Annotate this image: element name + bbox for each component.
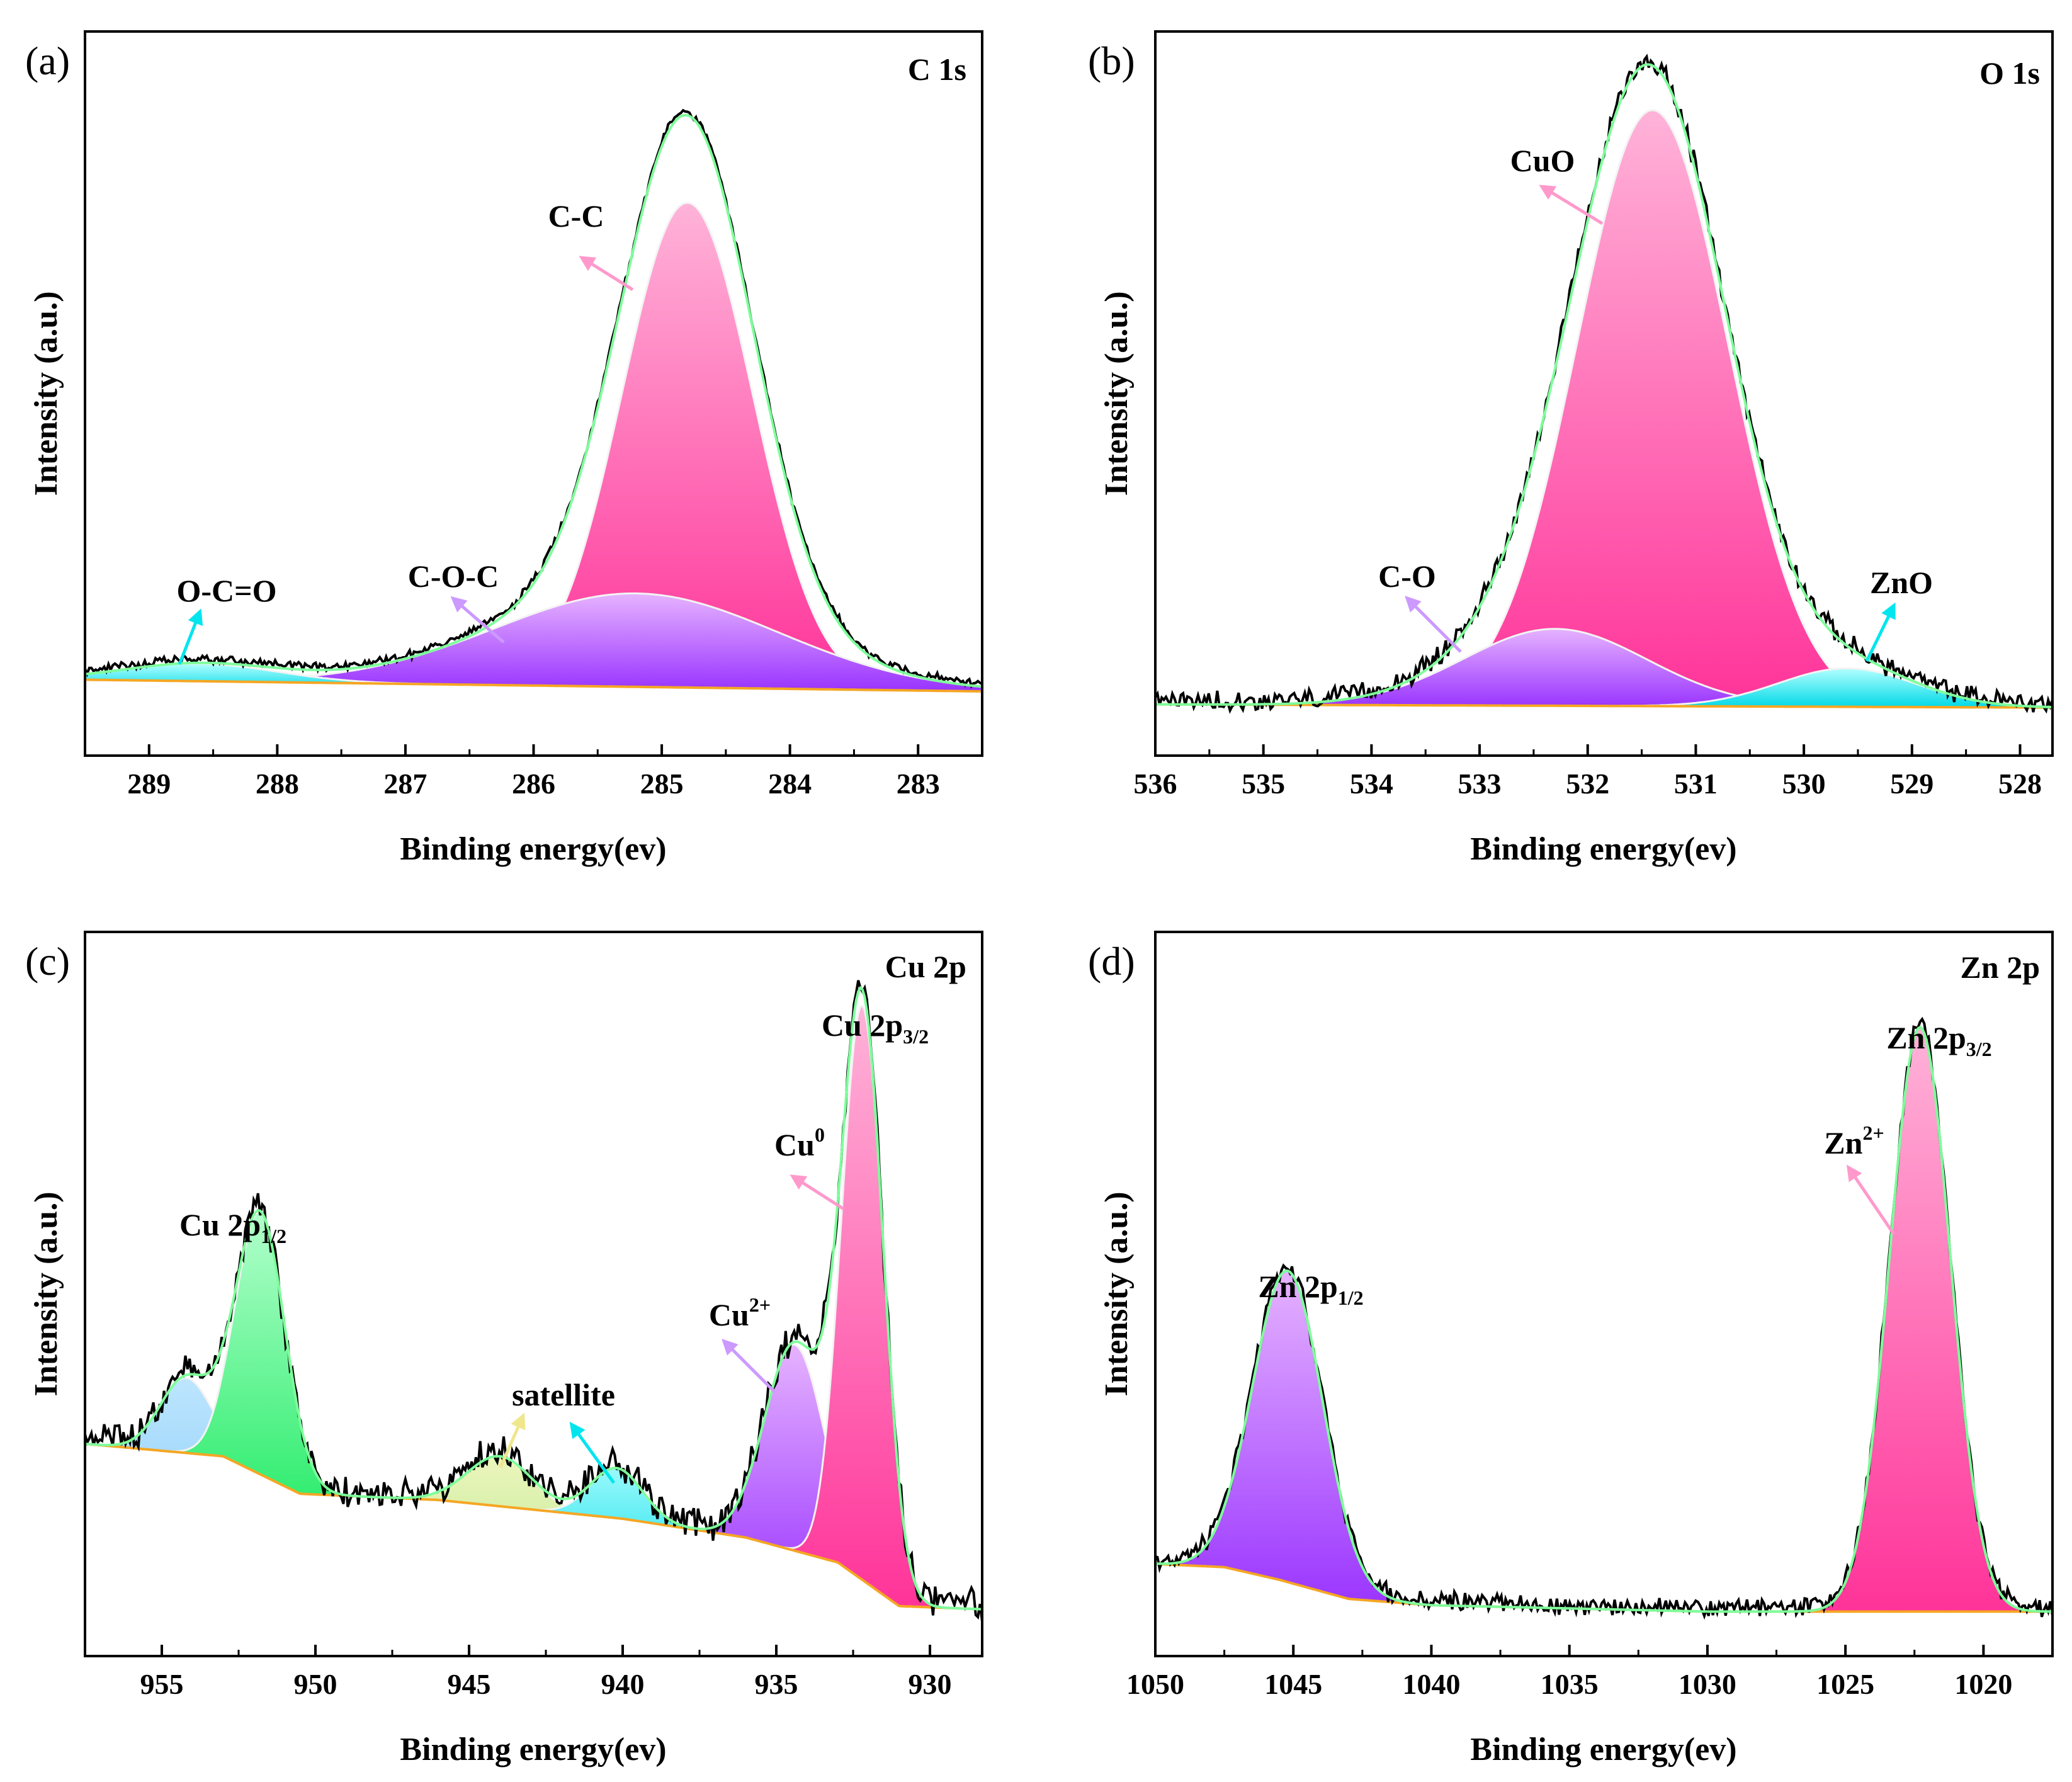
fit-envelope bbox=[85, 113, 982, 688]
x-tick-label: 935 bbox=[755, 1668, 798, 1700]
x-ticks-a: 289 288 287 286 285 284 283 bbox=[127, 744, 983, 800]
annotation-cu2p32: Cu 2p3/2 bbox=[822, 1007, 929, 1048]
panel-d: 1050 1045 1040 1035 1030 1025 1020 (d) Zn 2p B… bbox=[1088, 931, 2054, 1768]
arrow-cc bbox=[579, 256, 634, 292]
panel-label-d: (d) bbox=[1088, 939, 1135, 984]
x-axis-label-b: Binding energy(ev) bbox=[1470, 831, 1736, 867]
annotation-zno: ZnO bbox=[1870, 565, 1933, 600]
x-axis-label-c: Binding energy(ev) bbox=[400, 1732, 666, 1768]
arrow-zno bbox=[1865, 602, 1896, 662]
x-tick-label: 530 bbox=[1782, 768, 1826, 800]
peak-cuo bbox=[1155, 109, 2052, 709]
x-tick-label: 285 bbox=[640, 768, 684, 800]
axes-frame-d bbox=[1154, 931, 2054, 1657]
annotation-oco: O-C=O bbox=[176, 573, 276, 608]
panel-label-c: (c) bbox=[25, 939, 70, 984]
x-tick-label: 529 bbox=[1890, 768, 1933, 800]
annotation-zn2p32: Zn 2p3/2 bbox=[1886, 1020, 1991, 1060]
annotation-cc: C-C bbox=[548, 198, 604, 234]
annotation-zn2: Zn2+ bbox=[1824, 1121, 1884, 1161]
baseline-curve bbox=[85, 1442, 982, 1611]
arrow-co bbox=[1405, 596, 1462, 653]
y-axis-label-b: Intensity (a.u.) bbox=[1099, 291, 1135, 496]
plot-area-d bbox=[1155, 1016, 2052, 1620]
arrow-coc bbox=[450, 596, 505, 644]
x-tick-label: 531 bbox=[1674, 768, 1718, 800]
x-tick-label: 940 bbox=[601, 1668, 645, 1700]
y-axis-label-c: Intensity (a.u.) bbox=[28, 1191, 64, 1396]
core-level-label-d: Zn 2p bbox=[1961, 950, 2040, 985]
panel-b: 536 535 534 533 532 531 530 529 528 (b) O 1s Bin… bbox=[1088, 30, 2054, 867]
x-tick-label: 283 bbox=[897, 768, 940, 800]
x-tick-label: 1040 bbox=[1402, 1668, 1460, 1700]
axes-frame-b bbox=[1154, 30, 2054, 757]
peak-cu0 bbox=[85, 1004, 982, 1611]
fit-envelope bbox=[85, 985, 982, 1611]
arrow-cuo bbox=[1539, 184, 1604, 225]
baseline-curve bbox=[1155, 703, 2052, 709]
annotation-co: C-O bbox=[1378, 559, 1436, 594]
x-tick-label: 950 bbox=[294, 1668, 337, 1700]
x-tick-label: 930 bbox=[909, 1668, 952, 1700]
x-tick-label: 945 bbox=[448, 1668, 491, 1700]
panel-label-a: (a) bbox=[25, 38, 70, 83]
x-ticks-c: 955 950 945 940 935 930 bbox=[140, 1645, 952, 1700]
x-axis-label-a: Binding energy(ev) bbox=[400, 831, 666, 867]
x-ticks-b: 536 535 534 533 532 531 530 529 528 bbox=[1134, 744, 2042, 800]
x-tick-label: 287 bbox=[383, 768, 427, 800]
arrow-cu0 bbox=[790, 1174, 845, 1211]
panel-label-b: (b) bbox=[1088, 38, 1135, 83]
annotation-coc: C-O-C bbox=[408, 559, 499, 594]
annotation-satellite: satellite bbox=[512, 1377, 615, 1412]
fit-envelope bbox=[1155, 63, 2052, 708]
x-tick-label: 1030 bbox=[1679, 1668, 1736, 1700]
x-tick-label: 288 bbox=[256, 768, 299, 800]
baseline-curve bbox=[85, 678, 982, 693]
core-level-label-b: O 1s bbox=[1979, 55, 2040, 91]
x-tick-label: 284 bbox=[768, 768, 812, 800]
axes-frame-c bbox=[84, 931, 983, 1657]
x-tick-label: 536 bbox=[1134, 768, 1177, 800]
x-tick-label: 955 bbox=[140, 1668, 184, 1700]
plot-area-a bbox=[85, 108, 982, 693]
x-tick-label: 533 bbox=[1458, 768, 1502, 800]
y-axis-label-d: Intensity (a.u.) bbox=[1099, 1191, 1135, 1396]
x-tick-label: 1045 bbox=[1264, 1668, 1322, 1700]
plot-area-c bbox=[85, 980, 982, 1622]
x-tick-label: 1025 bbox=[1816, 1668, 1874, 1700]
annotation-zn2p12: Zn 2p1/2 bbox=[1258, 1269, 1363, 1309]
x-tick-label: 1020 bbox=[1954, 1668, 2012, 1700]
panel-c: 955 950 945 940 935 930 (c) Cu 2p Binding ene… bbox=[25, 931, 983, 1768]
annotation-cu2p12: Cu 2p1/2 bbox=[179, 1207, 286, 1247]
x-axis-label-d: Binding energy(ev) bbox=[1470, 1732, 1736, 1768]
x-tick-label: 1050 bbox=[1126, 1668, 1184, 1700]
y-axis-label-a: Intensity (a.u.) bbox=[28, 291, 64, 496]
x-tick-label: 528 bbox=[1998, 768, 2042, 800]
annotation-cuo: CuO bbox=[1510, 143, 1575, 178]
x-tick-label: 532 bbox=[1566, 768, 1609, 800]
x-tick-label: 289 bbox=[127, 768, 171, 800]
core-level-label-c: Cu 2p bbox=[885, 949, 966, 984]
arrow-satellite-1 bbox=[499, 1412, 526, 1468]
x-tick-label: 535 bbox=[1242, 768, 1285, 800]
fit-envelope bbox=[1155, 1025, 2052, 1613]
plot-area-b bbox=[1155, 54, 2052, 714]
panel-a: 289 288 287 286 285 284 283 (a) C 1s Binding e… bbox=[25, 30, 983, 867]
annotation-cu0: Cu0 bbox=[774, 1123, 825, 1162]
arrow-oco bbox=[178, 608, 203, 665]
x-ticks-d: 1050 1045 1040 1035 1030 1025 1020 bbox=[1126, 1645, 2054, 1700]
x-tick-label: 534 bbox=[1350, 768, 1393, 800]
core-level-label-a: C 1s bbox=[908, 52, 966, 87]
raw-spectrum bbox=[85, 108, 982, 689]
annotation-cu2: Cu2+ bbox=[709, 1293, 771, 1332]
x-tick-label: 1035 bbox=[1541, 1668, 1599, 1700]
x-tick-label: 286 bbox=[512, 768, 555, 800]
arrow-zn2 bbox=[1846, 1164, 1896, 1235]
arrow-cu2 bbox=[722, 1339, 776, 1393]
arrow-satellite-2 bbox=[569, 1421, 616, 1484]
